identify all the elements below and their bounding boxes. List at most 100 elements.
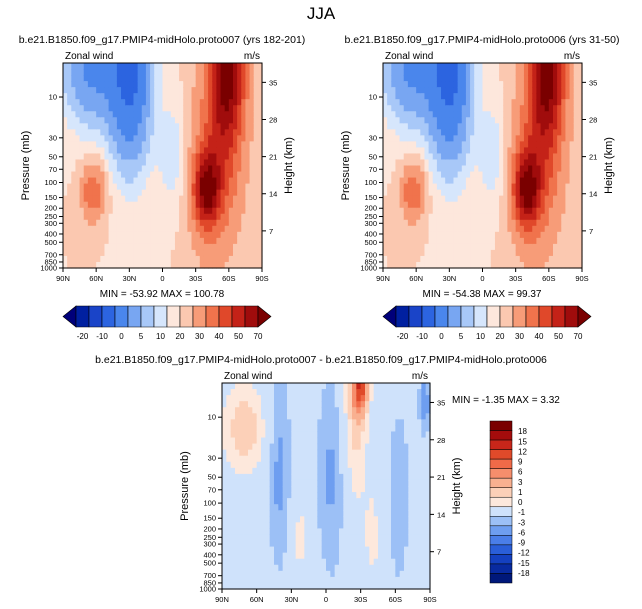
right-label: m/s bbox=[564, 51, 580, 62]
heatmap-cell bbox=[339, 425, 344, 433]
heatmap-cell bbox=[317, 431, 323, 439]
heatmap-cell bbox=[386, 479, 392, 487]
heatmap-cell bbox=[191, 87, 197, 94]
heatmap-cell bbox=[507, 93, 513, 100]
heatmap-cell bbox=[417, 576, 422, 584]
heatmap-cell bbox=[145, 99, 151, 106]
heatmap-cell bbox=[515, 99, 521, 106]
heatmap-cell bbox=[104, 117, 110, 124]
heatmap-cell bbox=[265, 486, 271, 493]
heatmap-cell bbox=[216, 261, 222, 269]
heatmap-cell bbox=[104, 249, 110, 257]
heatmap-cell bbox=[253, 189, 259, 197]
heatmap-cell bbox=[104, 147, 110, 155]
y-tick-label: 300 bbox=[364, 219, 377, 228]
heatmap-cell bbox=[536, 225, 542, 233]
heatmap-cell bbox=[416, 153, 421, 161]
heatmap-cell bbox=[129, 261, 135, 269]
heatmap-cell bbox=[407, 153, 413, 161]
heatmap-cell bbox=[237, 207, 242, 215]
heatmap-cell bbox=[241, 75, 247, 82]
heatmap-cell bbox=[129, 123, 135, 130]
heatmap-cell bbox=[416, 201, 421, 209]
minmax-label: MIN = -53.92 MAX = 100.78 bbox=[100, 289, 225, 300]
heatmap-cell bbox=[334, 486, 340, 493]
heatmap-cell bbox=[269, 510, 275, 517]
heatmap-cell bbox=[552, 63, 558, 70]
heatmap-cell bbox=[532, 231, 537, 239]
heatmap-cell bbox=[486, 249, 492, 257]
heatmap-cell bbox=[150, 183, 155, 191]
heatmap-cell bbox=[490, 207, 496, 215]
heatmap-cell bbox=[116, 81, 122, 88]
heatmap-cell bbox=[63, 255, 68, 263]
heatmap-cell bbox=[474, 147, 479, 155]
heatmap-cell bbox=[96, 123, 101, 130]
heatmap-cell bbox=[403, 69, 409, 76]
heatmap-cell bbox=[278, 383, 284, 390]
heatmap-cell bbox=[536, 255, 542, 263]
heatmap-cell bbox=[295, 425, 301, 433]
heatmap-cell bbox=[369, 582, 375, 590]
heatmap-cell bbox=[373, 486, 379, 493]
x-tick-label: 30S bbox=[189, 274, 202, 283]
y-tick-label: 850 bbox=[44, 257, 57, 266]
heatmap-cell bbox=[133, 141, 139, 149]
heatmap-cell bbox=[230, 395, 236, 402]
heatmap-cell bbox=[179, 231, 184, 239]
heatmap-cell bbox=[253, 63, 259, 70]
heatmap-cell bbox=[499, 63, 504, 70]
heatmap-cell bbox=[407, 225, 413, 233]
heatmap-cell bbox=[212, 63, 217, 70]
heatmap-cell bbox=[112, 159, 118, 167]
heatmap-cell bbox=[287, 528, 292, 536]
heatmap-cell bbox=[245, 99, 251, 106]
heatmap-cell bbox=[243, 383, 249, 390]
heatmap-cell bbox=[212, 213, 217, 221]
heatmap-cell bbox=[470, 165, 475, 173]
heatmap-cell bbox=[195, 195, 201, 203]
heatmap-cell bbox=[548, 93, 554, 100]
heatmap-cell bbox=[96, 201, 101, 209]
heatmap-cell bbox=[391, 516, 396, 523]
heatmap-cell bbox=[235, 558, 240, 566]
heatmap-cell bbox=[387, 123, 392, 130]
heatmap-cell bbox=[391, 147, 397, 155]
heatmap-cell bbox=[291, 516, 297, 523]
heatmap-cell bbox=[112, 81, 118, 88]
heatmap-cell bbox=[129, 75, 135, 82]
heatmap-cell bbox=[339, 534, 344, 542]
heatmap-cell bbox=[573, 81, 579, 88]
heatmap-cell bbox=[274, 461, 279, 469]
heatmap-cell bbox=[133, 225, 139, 233]
heatmap-cell bbox=[195, 177, 201, 185]
heatmap-cell bbox=[569, 165, 575, 173]
heatmap-cell bbox=[87, 195, 93, 203]
heatmap-cell bbox=[399, 189, 405, 197]
heatmap-cell bbox=[245, 171, 251, 179]
heatmap-cell bbox=[304, 540, 310, 548]
heatmap-cell bbox=[425, 389, 431, 396]
heatmap-cell bbox=[557, 135, 562, 142]
heatmap-cell bbox=[150, 105, 155, 112]
heatmap-cell bbox=[373, 534, 379, 542]
heatmap-cell bbox=[378, 504, 383, 511]
heatmap-cell bbox=[503, 69, 508, 76]
heatmap-cell bbox=[87, 81, 93, 88]
heatmap-cell bbox=[391, 219, 397, 227]
heatmap-cell bbox=[241, 171, 247, 179]
heatmap-cell bbox=[179, 147, 184, 155]
heatmap-cell bbox=[499, 243, 504, 251]
heatmap-cell bbox=[125, 81, 130, 88]
heatmap-cell bbox=[253, 141, 259, 149]
heatmap-cell bbox=[230, 534, 236, 542]
heatmap-cell bbox=[274, 516, 279, 523]
heatmap-cell bbox=[356, 504, 362, 511]
heatmap-cell bbox=[503, 243, 508, 251]
heatmap-cell bbox=[248, 461, 253, 469]
heatmap-cell bbox=[63, 111, 68, 118]
heatmap-cell bbox=[417, 582, 422, 590]
heatmap-cell bbox=[269, 504, 275, 511]
heatmap-cell bbox=[222, 540, 227, 548]
heatmap-cell bbox=[544, 99, 550, 106]
